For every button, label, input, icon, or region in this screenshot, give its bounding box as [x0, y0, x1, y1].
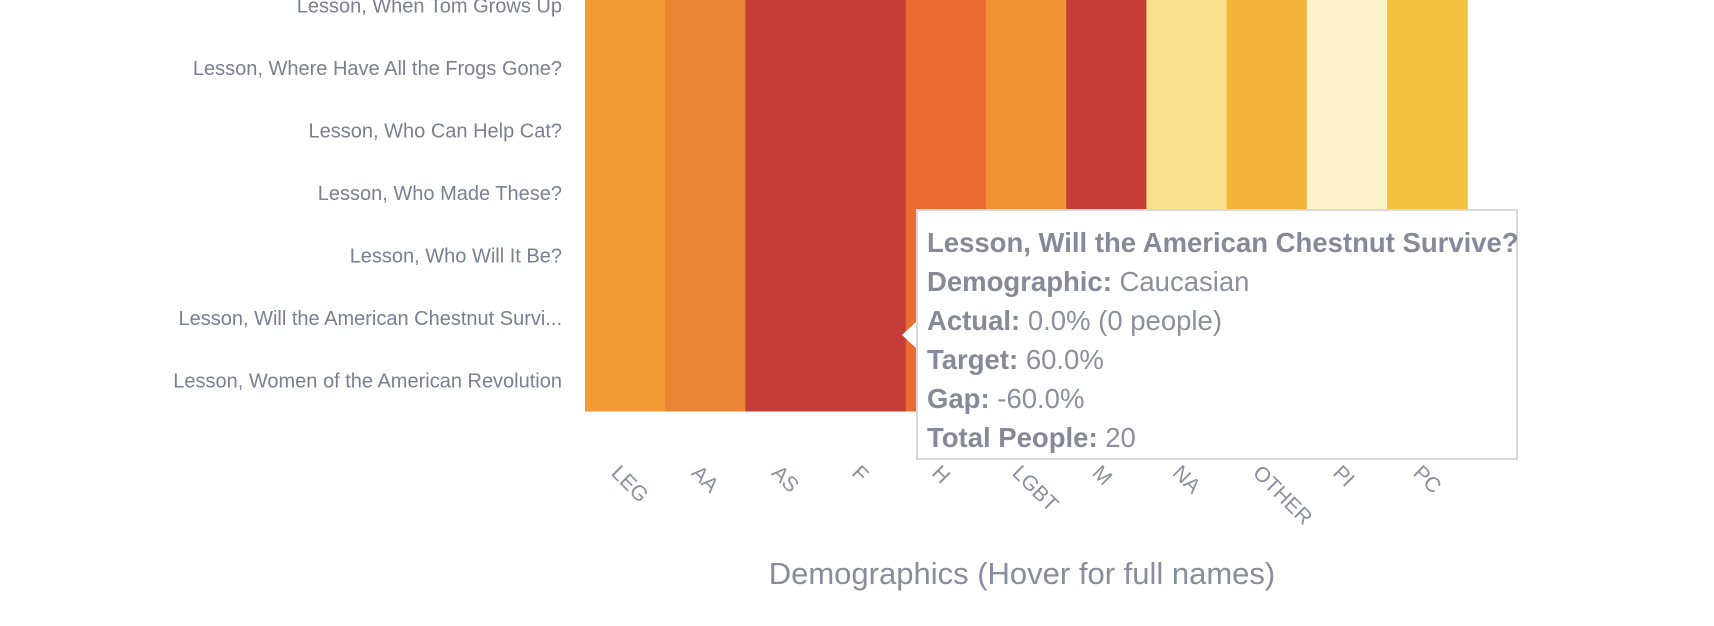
column-label-m: M: [1088, 461, 1117, 490]
tooltip-target-value: 60.0%: [1025, 344, 1104, 375]
column-label-aa: AA: [687, 461, 723, 497]
row-label: Lesson, Who Made These?: [318, 183, 562, 205]
tooltip-actual-label: Actual:: [927, 305, 1021, 336]
tooltip-demographic-label: Demographic:: [927, 266, 1112, 297]
hover-tooltip: Lesson, Will the American Chestnut Survi…: [916, 209, 1519, 460]
heatmap-column-as[interactable]: [745, 0, 827, 412]
column-label-f: F: [847, 461, 872, 486]
row-labels: Lesson, When Tom Grows Up Lesson, Where H…: [173, 0, 562, 392]
tooltip-arrow: [902, 322, 916, 348]
tooltip-gap-label: Gap:: [927, 383, 990, 414]
tooltip-gap-value: -60.0%: [997, 383, 1085, 414]
tooltip-demographic-value: Caucasian: [1119, 266, 1250, 297]
column-label-lgbt: LGBT: [1008, 461, 1063, 516]
row-label: Lesson, Where Have All the Frogs Gone?: [193, 58, 562, 80]
row-label: Lesson, Who Can Help Cat?: [309, 120, 562, 142]
column-label-pi: PI: [1328, 461, 1358, 491]
x-axis-title: Demographics (Hover for full names): [769, 556, 1276, 591]
row-label: Lesson, Women of the American Revolution: [173, 370, 562, 392]
column-label-as: AS: [767, 461, 803, 497]
column-label-pc: PC: [1409, 461, 1446, 498]
tooltip-title: Lesson, Will the American Chestnut Survi…: [927, 227, 1519, 258]
heatmap-column-f[interactable]: [825, 0, 907, 412]
row-label: Lesson, Who Will It Be?: [350, 245, 562, 267]
column-label-na: NA: [1168, 461, 1205, 498]
tooltip-total-value: 20: [1105, 422, 1136, 453]
tooltip-total-label: Total People:: [927, 422, 1098, 453]
column-label-h: H: [927, 461, 954, 488]
column-label-leg: LEG: [607, 461, 653, 507]
heatmap-column-leg[interactable]: [585, 0, 666, 412]
tooltip-actual-value: 0.0% (0 people): [1027, 305, 1222, 336]
column-labels: LEG AA AS F H LGBT M NA OTHER PI PC: [607, 461, 1446, 529]
column-label-other: OTHER: [1248, 461, 1316, 529]
row-label: Lesson, Will the American Chestnut Survi…: [179, 308, 563, 330]
row-label: Lesson, When Tom Grows Up: [297, 0, 562, 17]
tooltip-target-label: Target:: [927, 344, 1019, 375]
heatmap-column-aa[interactable]: [665, 0, 746, 412]
